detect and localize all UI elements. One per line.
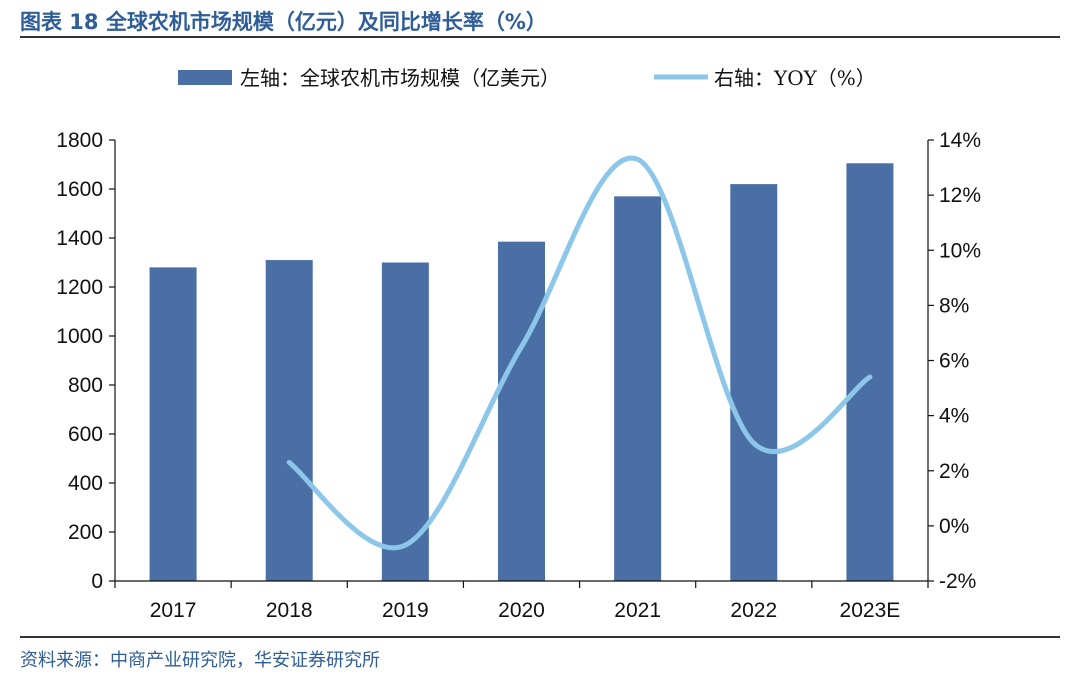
- legend-line-label: 右轴：YOY（%）: [714, 66, 876, 90]
- x-tick-label: 2019: [382, 599, 429, 622]
- left-tick-label: 1800: [56, 129, 103, 152]
- left-tick-label: 400: [68, 472, 103, 495]
- bar-2019: [381, 262, 429, 581]
- top-rule: [20, 36, 1060, 38]
- bar-2022: [730, 184, 778, 581]
- left-tick-label: 1000: [56, 325, 103, 348]
- left-tick-label: 600: [68, 423, 103, 446]
- right-tick-label: 12%: [939, 184, 981, 207]
- x-tick-label: 2022: [730, 599, 777, 622]
- figure-title: 图表 18 全球农机市场规模（亿元）及同比增长率（%）: [20, 10, 547, 34]
- right-tick-label: -2%: [939, 570, 976, 593]
- legend-bar-label: 左轴：全球农机市场规模（亿美元）: [240, 66, 560, 90]
- bar-2018: [265, 260, 313, 581]
- x-tick-label: 2023E: [840, 599, 901, 622]
- left-tick-label: 800: [68, 374, 103, 397]
- source-note: 资料来源：中商产业研究院，华安证券研究所: [20, 650, 380, 671]
- bar-2023E: [846, 163, 894, 581]
- bottom-rule: [20, 636, 1060, 638]
- right-tick-label: 10%: [939, 239, 981, 262]
- x-tick-label: 2018: [266, 599, 313, 622]
- left-tick-label: 1600: [56, 178, 103, 201]
- right-tick-label: 6%: [939, 350, 969, 373]
- left-tick-label: 1200: [56, 276, 103, 299]
- right-tick-label: 8%: [939, 294, 969, 317]
- right-tick-label: 0%: [939, 515, 969, 538]
- legend-bar-swatch: [178, 70, 232, 85]
- left-tick-label: 200: [68, 521, 103, 544]
- bar-2017: [149, 267, 197, 581]
- x-tick-label: 2020: [498, 599, 545, 622]
- right-tick-label: 4%: [939, 405, 969, 428]
- x-tick-label: 2017: [150, 599, 197, 622]
- right-tick-label: 2%: [939, 460, 969, 483]
- bar-2021: [614, 196, 662, 581]
- yoy-line: [286, 155, 873, 551]
- right-tick-label: 14%: [939, 129, 981, 152]
- bar-2020: [498, 241, 545, 582]
- left-tick-label: 0: [91, 570, 103, 593]
- x-tick-label: 2021: [614, 599, 661, 622]
- left-tick-label: 1400: [56, 227, 103, 250]
